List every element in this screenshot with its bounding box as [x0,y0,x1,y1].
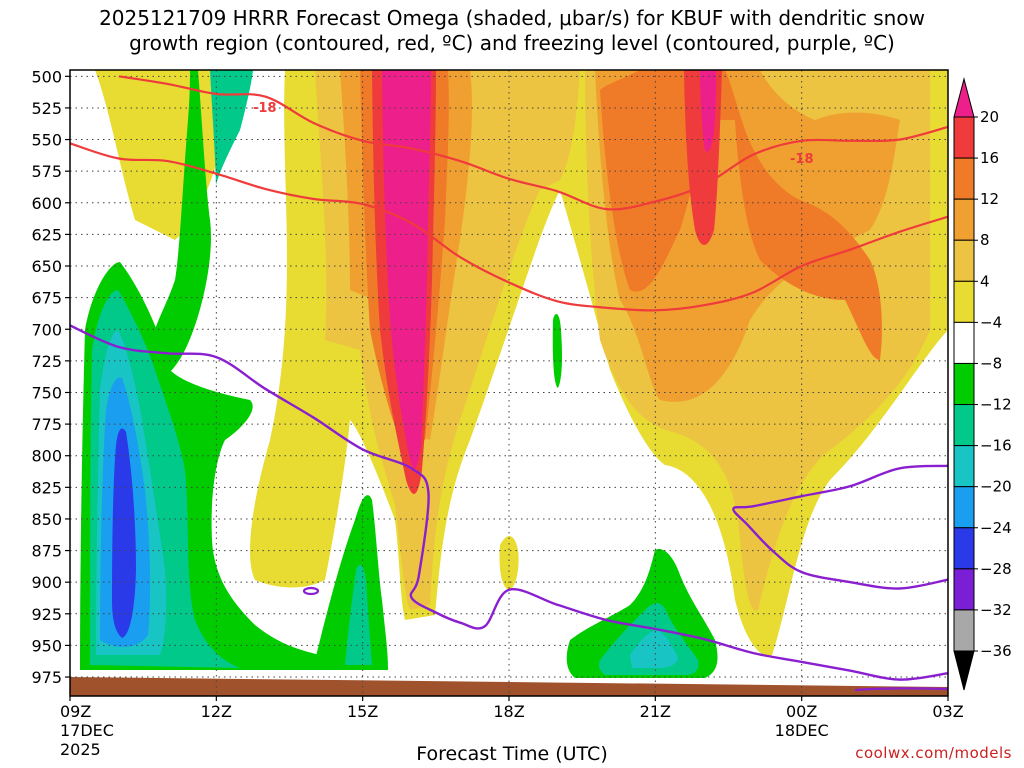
omega-shade-green-upper [145,70,211,381]
chart-title-line-2: growth region (contoured, red, ºC) and f… [129,31,895,55]
grid-lines [70,70,948,696]
colorbar: 20 16 12 8 4 −4 −8 −12 −16 −20 −24 −28 −32 −36 [953,77,1012,691]
plot-area: -18 -18 [70,70,948,696]
colorbar-segment [953,362,975,406]
colorbar-label: −16 [980,437,1012,455]
freezing-level-contour-right [732,464,948,590]
x-tick-date-label: 17DEC [60,721,114,740]
colorbar-label: −12 [980,396,1012,414]
omega-shade-yellow-small [499,535,519,590]
x-tick-label: 12Z [201,702,232,721]
source-credit: coolwx.com/models [855,744,1012,762]
colorbar-label: −24 [980,519,1012,537]
colorbar-label: 8 [980,231,990,249]
colorbar-bottom-triangle [953,650,975,691]
colorbar-segment [953,280,975,323]
colorbar-label: −32 [980,601,1012,619]
omega-shade-green-small [552,314,562,388]
colorbar-segment [953,445,975,488]
y-tick-label: 675 [31,289,62,308]
dgz-upper-contour [118,75,948,211]
freezing-level-small-loop [302,586,320,596]
y-tick-label: 875 [31,542,62,561]
x-tick-label: 15Z [347,702,378,721]
freezing-level-bottom-segment [854,687,948,692]
y-tick-label: 825 [31,478,62,497]
colorbar-label: 20 [980,108,999,126]
y-tick-label: 500 [31,67,62,86]
omega-shade-teal-upper [210,70,253,185]
y-tick-label: 925 [31,605,62,624]
colorbar-segment [953,404,975,447]
x-axis-label: Forecast Time (UTC) [416,743,608,765]
dgz-lower-contour [70,142,948,312]
colorbar-label: −36 [980,642,1012,660]
y-tick-label: 950 [31,636,62,655]
x-tick-year-label: 2025 [60,740,101,759]
y-tick-label: 650 [31,257,62,276]
omega-shade-darkblue [112,428,136,638]
colorbar-label: 12 [980,190,999,208]
y-tick-label: 800 [31,447,62,466]
colorbar-segment [953,116,975,159]
omega-shade-teal-mid [345,564,372,665]
y-tick-label: 575 [31,162,62,181]
colorbar-top-triangle [953,77,975,118]
y-tick-label: 750 [31,383,62,402]
y-tick-label: 775 [31,415,62,434]
y-tick-label: 600 [31,194,62,213]
x-tick-label: 21Z [640,702,671,721]
x-tick-label: 18Z [493,702,524,721]
colorbar-segment [953,486,975,529]
y-axis: 500 525 550 575 600 625 650 675 700 725 750 775 800 8… [31,67,70,687]
colorbar-label: 4 [980,272,990,290]
y-tick-label: 625 [31,225,62,244]
chart-title-line-1: 2025121709 HRRR Forecast Omega (shaded, … [99,6,925,30]
colorbar-label: −4 [980,313,1002,331]
colorbar-segment [953,568,975,611]
colorbar-segment [953,157,975,200]
colorbar-label: −8 [980,354,1002,372]
y-tick-label: 525 [31,99,62,118]
omega-shade-cyan-right [630,630,678,668]
colorbar-segment [953,609,975,652]
colorbar-label: −20 [980,478,1012,496]
dgz-contour-label-2: -18 [790,152,814,167]
y-tick-label: 850 [31,510,62,529]
colorbar-segment [953,198,975,241]
chart-title: 2025121709 HRRR Forecast Omega (shaded, … [0,6,1024,56]
y-tick-label: 725 [31,352,62,371]
colorbar-label: −28 [980,560,1012,578]
colorbar-segment [953,239,975,282]
x-tick-label: 00Z [786,702,817,721]
dgz-contour-label-1: -18 [253,101,277,116]
omega-shade-darkorange-right [600,70,882,360]
y-tick-label: 700 [31,320,62,339]
y-tick-label: 900 [31,573,62,592]
freezing-level-contour [70,324,948,681]
colorbar-label: 16 [980,149,999,167]
y-tick-label: 975 [31,668,62,687]
y-tick-label: 550 [31,131,62,150]
omega-shade-magenta-right [700,70,716,152]
colorbar-segment [953,321,975,364]
omega-shade-magenta [382,70,431,469]
x-tick-label: 09Z [60,702,91,721]
x-tick-date-label: 18DEC [775,721,829,740]
colorbar-segment [953,527,975,570]
x-tick-label: 03Z [932,702,963,721]
